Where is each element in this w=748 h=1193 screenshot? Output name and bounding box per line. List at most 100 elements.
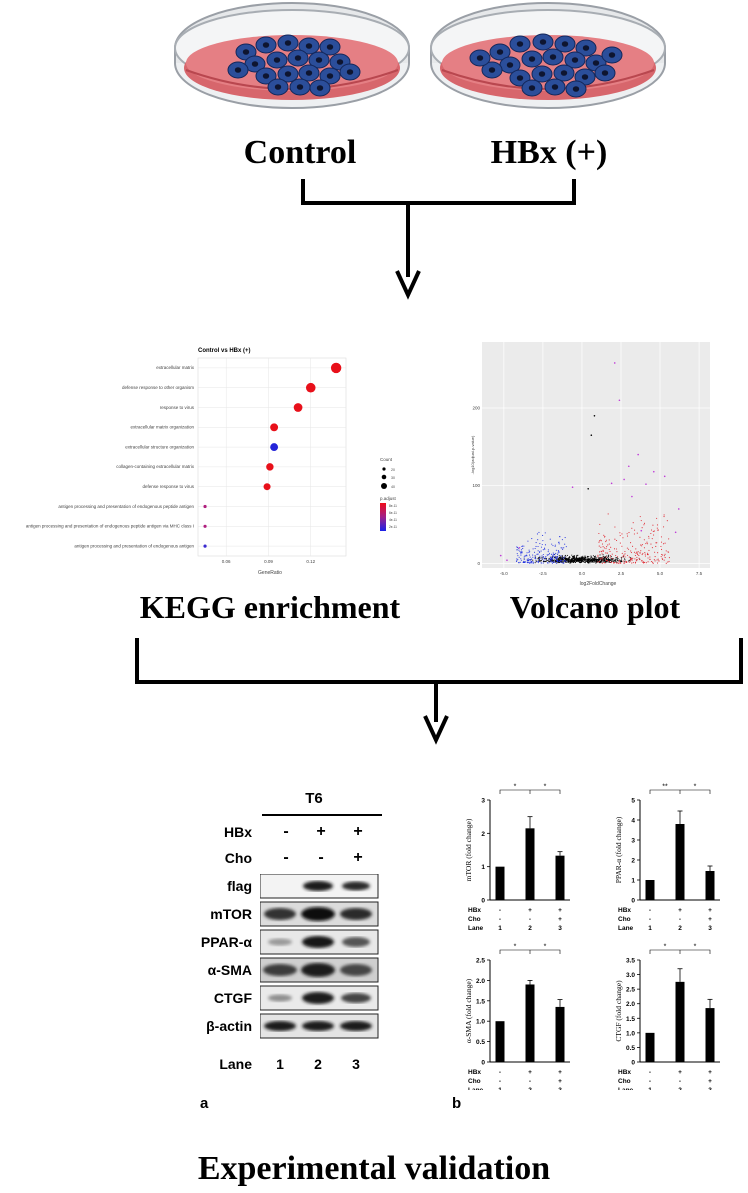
volcano-point-up bbox=[639, 559, 641, 561]
volcano-point-ns bbox=[607, 558, 610, 560]
volcano-point-ns bbox=[584, 555, 586, 557]
volcano-point-down bbox=[552, 554, 554, 556]
volcano-point-ns bbox=[567, 559, 569, 561]
volcano-plot: -5.0 -2.5 0.0 2.5 5.0 7.5 0 100 200 log2FoldCha… bbox=[470, 342, 710, 587]
volcano-point-down bbox=[540, 562, 542, 564]
volcano-point-up bbox=[643, 522, 646, 524]
volcano-point-ns bbox=[587, 562, 589, 564]
volcano-point-down bbox=[532, 554, 534, 556]
significance-bracket bbox=[499, 949, 561, 954]
volcano-point-up bbox=[647, 552, 649, 554]
volcano-point-up bbox=[619, 559, 621, 562]
volcano-xtick: 7.5 bbox=[696, 571, 703, 576]
volcano-point-up bbox=[663, 514, 665, 516]
volcano-point-down bbox=[555, 562, 557, 564]
blot-bactin bbox=[260, 1013, 379, 1039]
volcano-point-up bbox=[666, 520, 668, 522]
volcano-point-up bbox=[647, 557, 649, 559]
volcano-point-ns bbox=[568, 558, 570, 561]
bar-row-value: 3 bbox=[708, 925, 712, 932]
bar-row-label: Cho bbox=[468, 916, 481, 923]
bar-row-label: Lane bbox=[618, 925, 634, 932]
kegg-term-label: collagen-containing extracellular matrix bbox=[116, 464, 195, 469]
volcano-point-up bbox=[598, 551, 601, 553]
bar bbox=[525, 828, 535, 900]
volcano-point-down bbox=[556, 561, 558, 563]
volcano-point-down bbox=[543, 547, 546, 549]
bar-row-value: - bbox=[499, 1069, 501, 1076]
kegg-dot bbox=[203, 544, 207, 548]
volcano-point-up bbox=[655, 545, 657, 548]
volcano-point-ns bbox=[569, 560, 571, 562]
volcano-point-ns bbox=[595, 559, 598, 561]
volcano-point-ns bbox=[607, 556, 609, 558]
volcano-point-down bbox=[529, 556, 531, 558]
volcano-point-up bbox=[598, 541, 600, 543]
volcano-point-up bbox=[630, 550, 632, 552]
volcano-point-down bbox=[558, 543, 560, 545]
bar-row-value: 2 bbox=[528, 925, 532, 932]
volcano-point-up bbox=[617, 562, 619, 564]
bar-ylabel: PPAR-α (fold change) bbox=[614, 816, 623, 883]
volcano-point-highlight bbox=[623, 478, 625, 481]
volcano-point-up bbox=[602, 549, 604, 551]
volcano-point-up bbox=[606, 559, 608, 562]
volcano-point-down bbox=[552, 557, 554, 559]
volcano-point-highlight bbox=[652, 470, 655, 473]
volcano-point-ns bbox=[586, 560, 588, 562]
volcano-point-up bbox=[650, 560, 653, 563]
volcano-point-ns bbox=[569, 562, 571, 564]
volcano-point-down bbox=[554, 544, 556, 546]
volcano-point-ns bbox=[545, 560, 547, 563]
volcano-point-down bbox=[559, 559, 561, 562]
volcano-point-ns bbox=[600, 560, 602, 562]
control-label: Control bbox=[243, 134, 357, 171]
volcano-point-up bbox=[627, 554, 629, 556]
legend-count-2: 30 bbox=[391, 476, 395, 480]
western-blot-panel: T6 HBx - + + Cho - - + flag mTOR PPAR-α … bbox=[180, 790, 400, 1040]
volcano-point-up bbox=[649, 558, 651, 560]
volcano-point-ns bbox=[589, 562, 591, 564]
volcano-point-up bbox=[643, 539, 645, 541]
volcano-point-ns bbox=[578, 561, 580, 563]
volcano-point-ns bbox=[604, 558, 606, 560]
volcano-point-down bbox=[522, 545, 524, 547]
volcano-grid bbox=[482, 342, 710, 568]
volcano-point-down bbox=[536, 561, 538, 563]
volcano-point-down bbox=[560, 562, 562, 564]
significance-bracket bbox=[649, 949, 711, 954]
volcano-point-down bbox=[561, 547, 563, 549]
volcano-point-up bbox=[605, 552, 607, 554]
volcano-point-down bbox=[530, 558, 533, 560]
volcano-point-down bbox=[542, 549, 544, 551]
bar-row-value: 1 bbox=[648, 1087, 652, 1090]
bar-row-value: + bbox=[528, 907, 532, 914]
volcano-point-ns bbox=[566, 554, 569, 556]
volcano-point-up bbox=[660, 545, 662, 547]
volcano-point-down bbox=[540, 550, 542, 552]
legend-padj-3: 4e-11 bbox=[389, 518, 397, 522]
volcano-point-ns bbox=[545, 559, 547, 561]
kegg-caption: KEGG enrichment bbox=[139, 589, 401, 625]
volcano-plot-area bbox=[482, 342, 710, 568]
legend-padj-title: p.adjust bbox=[380, 496, 397, 501]
volcano-point-up bbox=[654, 556, 656, 558]
volcano-point-down bbox=[555, 556, 557, 558]
volcano-point-down bbox=[564, 543, 566, 545]
bar-row-value: + bbox=[558, 916, 562, 923]
volcano-point-down bbox=[557, 556, 559, 558]
kegg-dot bbox=[305, 382, 316, 393]
volcano-point-down bbox=[542, 562, 544, 564]
volcano-point-up bbox=[609, 561, 611, 563]
volcano-point-ns bbox=[587, 560, 589, 562]
cho-row-label: Cho bbox=[224, 850, 252, 866]
volcano-point-up bbox=[624, 553, 626, 555]
volcano-point-highlight bbox=[631, 495, 633, 498]
volcano-point-up bbox=[640, 520, 642, 522]
volcano-point-up bbox=[642, 561, 644, 563]
bar-row-value: - bbox=[679, 1078, 681, 1085]
hbx-dish bbox=[430, 2, 666, 109]
volcano-point-ns bbox=[544, 561, 546, 563]
bar-ytick-label: 2.0 bbox=[626, 1001, 635, 1008]
volcano-point-ns bbox=[582, 560, 584, 562]
